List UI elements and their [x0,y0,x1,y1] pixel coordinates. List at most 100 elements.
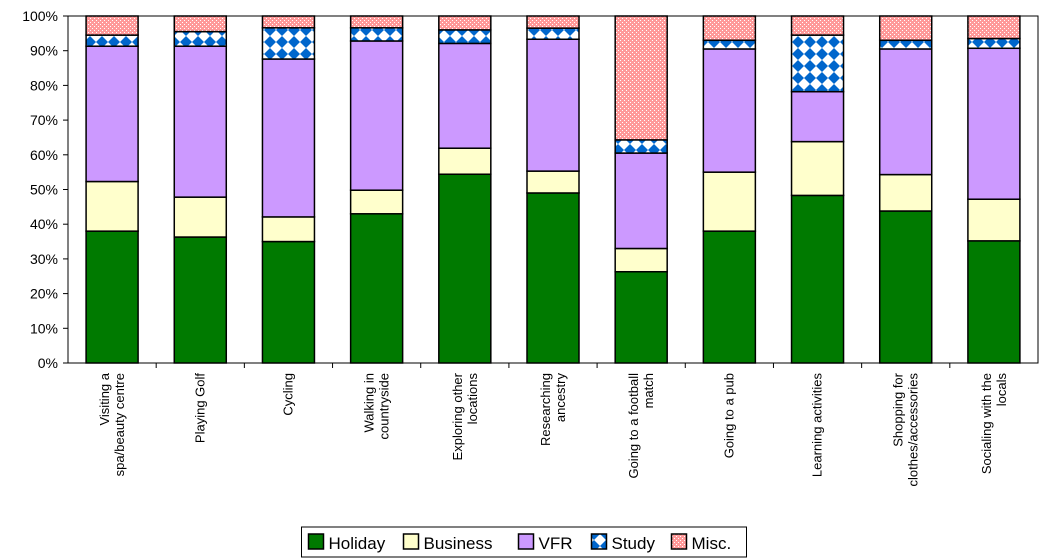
x-tick-label-line: match [641,373,656,408]
x-tick-label-line: spa/beauty centre [112,373,127,476]
bar-segment-vfr [85,45,139,183]
bar-segment-misc [790,15,845,36]
x-tick-label-line: Socialing with the [979,373,994,474]
bar-segment-study [349,27,404,42]
x-tick-label: Cycling [280,373,295,416]
bar-segment-business [349,189,404,215]
bar-segment-vfr [438,42,492,149]
bar-segment-misc [702,15,757,42]
bar-segment-misc [878,15,933,42]
bar-segment-study [173,30,228,47]
bar-group [614,15,668,364]
bar-segment-vfr [967,47,1021,200]
bar-group [878,15,933,364]
x-tick-label-line: locations [465,373,480,425]
x-tick-label-line: Walking in [362,373,377,432]
bar-segment-holiday [173,236,228,364]
bar-segment-study [85,34,139,47]
y-tick-label: 100% [22,8,58,24]
x-tick-label-line: Learning activities [810,373,825,478]
legend-swatch [307,533,325,550]
bar-segment-business [526,170,580,194]
y-tick-label: 40% [30,216,58,232]
bar-segment-misc [173,15,228,33]
x-axis: Visiting aspa/beauty centre Playing Golf C… [97,363,1009,486]
y-tick-label: 70% [30,112,58,128]
x-tick-label: Exploring otherlocations [450,372,480,460]
bar-segment-study [526,27,580,40]
bar-segment-misc [349,15,404,29]
bar-segment-misc [526,15,580,29]
legend-item-misc: Misc. [670,533,732,553]
bar-segment-study [702,39,757,50]
x-tick-label: Playing Golf [192,373,207,443]
x-tick-label: Going to a pub [721,373,736,458]
x-tick-label-line: Going to a football [626,373,641,479]
plot-area [67,15,1039,364]
bar-group [173,15,228,364]
bar-group [702,15,757,364]
bar-segment-misc [85,15,139,36]
bar-segment-business [614,247,668,273]
bar-group [967,15,1021,364]
bar-segment-business [85,180,139,232]
bar-segment-vfr [261,58,316,218]
x-tick-label: Shopping forclothes/accessories [891,372,921,486]
bar-group [349,15,404,364]
legend-label: Holiday [329,534,386,553]
bar-segment-business [438,147,492,175]
x-tick-label-line: Visiting a [97,372,112,425]
y-tick-label: 30% [30,251,58,267]
bar-segment-misc [261,15,316,29]
bar-segment-study [614,139,668,154]
bar-segment-vfr [614,152,668,250]
bar-segment-vfr [790,90,845,143]
bar-segment-business [967,198,1021,242]
bar-segment-vfr [878,48,933,176]
x-tick-label-line: Shopping for [891,372,906,446]
legend-swatch [670,533,688,550]
y-tick-label: 50% [30,182,58,198]
bar-segment-study [967,37,1021,50]
bar-segment-study [438,29,492,45]
x-tick-label-line: Cycling [280,373,295,416]
bar-segment-holiday [85,230,139,364]
bar-segment-holiday [878,210,933,364]
bar-segment-business [790,140,845,197]
bar-segment-business [261,216,316,243]
legend-swatch [402,533,420,550]
x-tick-label-line: ancestry [553,373,568,423]
bar-segment-vfr [349,40,404,191]
bar-segment-vfr [526,38,580,172]
x-tick-label-line: clothes/accessories [906,373,921,487]
bar-segment-holiday [614,270,668,364]
x-tick-label-line: countryside [377,373,392,439]
bar-segment-holiday [438,173,492,364]
y-tick-label: 60% [30,147,58,163]
x-tick-label: Going to a footballmatch [626,373,656,479]
legend-label: VFR [539,534,573,553]
bar-segment-study [790,34,845,93]
bar-segment-holiday [790,194,845,364]
legend-item-study: Study [590,533,655,553]
bar-segment-study [878,39,933,50]
y-tick-label: 0% [38,355,58,371]
x-tick-label: Socialing with thelocals [979,373,1009,475]
legend-label: Misc. [692,534,732,553]
x-tick-label: Walking incountryside [362,373,392,439]
bar-segment-misc [967,15,1021,40]
legend-item-vfr: VFR [517,533,573,553]
bar-segment-vfr [173,45,228,198]
bar-segment-vfr [702,48,757,173]
x-tick-label: Learning activities [810,373,825,478]
bar-segment-holiday [526,192,580,364]
y-tick-label: 20% [30,286,58,302]
x-tick-label-line: locals [994,373,1009,407]
x-tick-label-line: Researching [538,373,553,446]
bar-segment-holiday [702,230,757,364]
legend-label: Business [424,534,493,553]
y-tick-label: 10% [30,320,58,336]
legend: Holiday Business VFR Study Misc. [301,526,747,558]
legend-item-business: Business [402,533,493,553]
